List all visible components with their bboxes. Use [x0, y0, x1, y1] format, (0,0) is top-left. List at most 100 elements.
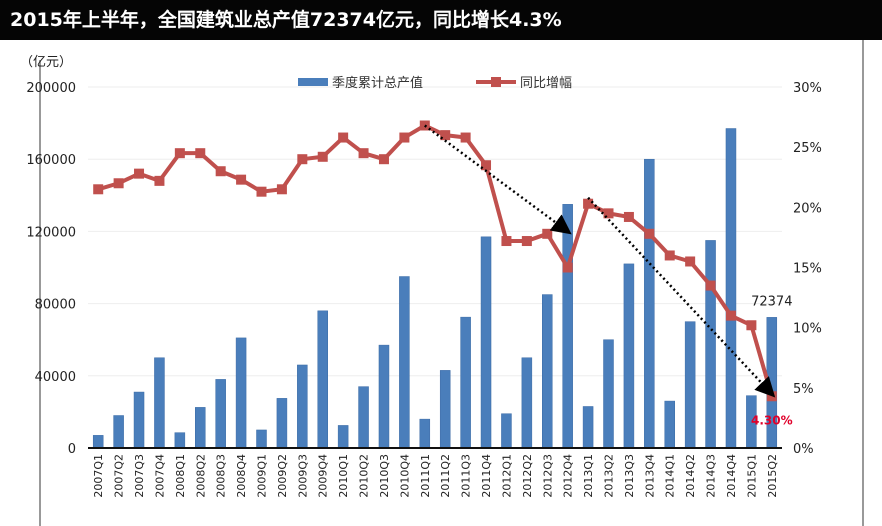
bar-2010Q1 [337, 425, 349, 449]
bar-2013Q2 [603, 339, 614, 449]
x-tick-label: 2012Q3 [541, 454, 554, 498]
bar-2009Q1 [256, 429, 267, 449]
growth-line [97, 123, 774, 397]
x-tick-label: 2011Q4 [480, 454, 493, 498]
growth-marker-2012Q3 [542, 228, 553, 239]
x-tick-label: 2008Q2 [194, 454, 207, 498]
growth-marker-2013Q4 [644, 228, 655, 239]
growth-value-label: 4.30% [751, 413, 793, 427]
x-tick-label: 2015Q2 [766, 454, 779, 498]
right-tick-label: 25% [793, 141, 822, 156]
x-tick-label: 2007Q3 [133, 454, 146, 498]
x-tick-label: 2010Q1 [337, 454, 350, 498]
growth-marker-2014Q2 [685, 256, 696, 267]
bar-2007Q1 [92, 435, 104, 449]
chart-title: 2015年上半年，全国建筑业总产值72374亿元，同比增长4.3% [0, 0, 882, 40]
bar-2008Q4 [235, 337, 247, 449]
growth-marker-2010Q3 [378, 154, 389, 165]
growth-marker-2007Q1 [93, 184, 104, 195]
bar-2010Q3 [378, 344, 390, 449]
right-tick-label: 5% [793, 382, 814, 397]
x-tick-label: 2009Q1 [256, 454, 269, 498]
bar-2011Q3 [460, 316, 471, 449]
growth-marker-2011Q4 [481, 160, 492, 171]
x-tick-label: 2012Q2 [521, 454, 534, 498]
growth-marker-2008Q3 [215, 166, 226, 177]
left-tick-label: 0 [68, 442, 76, 457]
growth-marker-2014Q1 [664, 250, 675, 261]
frame-border [862, 40, 864, 526]
bar-2012Q2 [521, 357, 533, 449]
bar-2014Q4 [725, 128, 737, 449]
x-tick-label: 2010Q2 [358, 454, 371, 498]
left-tick-label: 200000 [26, 81, 76, 96]
bar-2008Q2 [195, 407, 206, 449]
growth-marker-2007Q3 [134, 168, 145, 179]
x-tick-label: 2007Q1 [92, 454, 105, 498]
x-tick-label: 2009Q4 [317, 454, 330, 498]
bar-2013Q4 [644, 158, 655, 449]
right-tick-label: 20% [793, 201, 822, 216]
growth-marker-2013Q1 [583, 198, 594, 209]
left-tick-label: 80000 [35, 298, 76, 313]
chart: 0 40000 80000 120000 160000 200000 0% 5% 10% 15% 2… [20, 55, 822, 526]
left-tick-label: 40000 [35, 370, 76, 385]
legend-bar-label: 季度累计总产值 [332, 75, 423, 91]
x-tick-label: 2008Q4 [235, 454, 248, 498]
growth-marker-2014Q3 [705, 280, 716, 291]
growth-marker-2009Q2 [276, 184, 287, 195]
bar-value-label: 72374 [751, 294, 792, 309]
bar-2014Q2 [684, 321, 696, 449]
bar-2009Q2 [276, 398, 288, 449]
growth-marker-2008Q1 [174, 148, 185, 159]
x-tick-label: 2012Q4 [562, 454, 575, 498]
x-tick-label: 2014Q1 [664, 454, 677, 498]
x-tick-label: 2010Q3 [378, 454, 391, 498]
legend-bar-swatch [298, 78, 328, 86]
x-tick-label: 2008Q1 [174, 454, 187, 498]
bar-2014Q1 [664, 400, 675, 449]
growth-marker-2010Q2 [358, 148, 369, 159]
left-axis-unit: （亿元） [20, 55, 72, 70]
bar-2012Q1 [501, 413, 512, 449]
growth-marker-2009Q3 [297, 154, 308, 165]
growth-marker-2010Q1 [338, 132, 349, 143]
bar-2014Q3 [705, 240, 716, 449]
growth-marker-2010Q4 [399, 132, 410, 143]
x-tick-label: 2008Q3 [215, 454, 228, 498]
right-tick-label: 15% [793, 262, 822, 277]
left-tick-label: 120000 [26, 225, 76, 240]
x-tick-label: 2014Q2 [684, 454, 697, 498]
bar-2007Q2 [113, 415, 124, 449]
x-tick-label: 2007Q2 [113, 454, 126, 498]
bar-2012Q4 [562, 204, 573, 449]
growth-marker-2009Q4 [317, 151, 328, 162]
x-tick-label: 2011Q2 [439, 454, 452, 498]
x-tick-label: 2013Q3 [623, 454, 636, 498]
x-tick-label: 2009Q3 [296, 454, 309, 498]
right-tick-label: 30% [793, 81, 822, 96]
x-tick-label: 2007Q4 [153, 454, 166, 498]
legend-line-marker [491, 77, 501, 87]
x-tick-label: 2015Q1 [745, 454, 758, 498]
right-tick-label: 10% [793, 322, 822, 337]
growth-marker-2009Q1 [256, 186, 267, 197]
x-tick-label: 2013Q2 [603, 454, 616, 498]
growth-marker-2007Q2 [113, 178, 124, 189]
bar-2009Q4 [317, 310, 328, 449]
x-tick-label: 2013Q1 [582, 454, 595, 498]
bar-2011Q1 [419, 418, 431, 449]
growth-marker-2011Q2 [440, 130, 451, 141]
bar-2013Q3 [623, 263, 635, 449]
bar-2007Q3 [133, 391, 145, 449]
bar-2010Q4 [399, 276, 410, 449]
growth-marker-2013Q3 [623, 211, 634, 222]
x-tick-label: 2011Q3 [460, 454, 473, 498]
bar-2010Q2 [358, 386, 369, 449]
bar-2011Q4 [480, 236, 492, 449]
bar-2012Q3 [542, 294, 553, 449]
x-tick-label: 2014Q3 [705, 454, 718, 498]
x-tick-label: 2013Q4 [643, 454, 656, 498]
growth-marker-2012Q2 [521, 236, 532, 247]
bar-2009Q3 [297, 364, 308, 449]
